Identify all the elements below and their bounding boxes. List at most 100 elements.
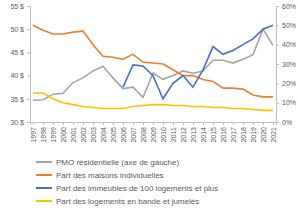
tick-label: 30% (282, 61, 296, 68)
tick-mark (276, 83, 279, 84)
tick-mark (27, 52, 30, 53)
tick-label: 35 $ (10, 96, 24, 103)
tick-mark (223, 122, 224, 125)
tick-mark (27, 76, 30, 77)
tick: 2008 (140, 122, 147, 143)
tick: 10% (276, 99, 296, 106)
legend-swatch (36, 200, 52, 202)
axis-line (27, 7, 31, 123)
series-line (33, 93, 273, 110)
chart: 30 $35 $40 $45 $50 $55 $0%10%20%30%40%50… (0, 0, 300, 218)
tick: 2003 (90, 122, 97, 143)
tick: 20% (276, 80, 296, 87)
legend-item: Part des maisons individuelles (36, 171, 164, 180)
tick-label: 2021 (270, 127, 277, 143)
tick-mark (153, 122, 154, 125)
tick: 2013 (190, 122, 197, 143)
legend-label: Part des immeubles de 100 logements et p… (56, 184, 218, 193)
tick: 55 $ (10, 3, 30, 10)
tick-label: 2008 (140, 127, 147, 143)
tick-label: 2015 (210, 127, 217, 143)
tick-mark (123, 122, 124, 125)
tick-mark (243, 122, 244, 125)
tick: 2018 (240, 122, 247, 143)
legend-swatch (36, 174, 52, 176)
tick-label: 2001 (70, 127, 77, 143)
tick: 2010 (160, 122, 167, 143)
tick-mark (27, 6, 30, 7)
tick: 2012 (180, 122, 187, 143)
tick-label: 45 $ (10, 49, 24, 56)
tick-mark (93, 122, 94, 125)
tick-label: 2014 (200, 127, 207, 143)
tick-label: 10% (282, 99, 296, 106)
tick-label: 20% (282, 80, 296, 87)
tick-label: 60% (282, 3, 296, 10)
tick-label: 30 $ (10, 119, 24, 126)
tick: 2006 (120, 122, 127, 143)
tick: 2001 (70, 122, 77, 143)
tick-label: 40 $ (10, 72, 24, 79)
tick: 2011 (170, 122, 177, 142)
tick: 2004 (100, 122, 107, 143)
lines (33, 25, 273, 110)
x-axis: 1997199819992000200120022003200420052006… (30, 122, 277, 143)
tick: 35 $ (10, 96, 30, 103)
tick: 40% (276, 41, 296, 48)
tick: 2019 (250, 122, 257, 143)
tick: 1999 (50, 122, 57, 143)
tick: 2002 (80, 122, 87, 143)
tick: 2009 (150, 122, 157, 143)
tick-mark (27, 99, 30, 100)
tick-mark (193, 122, 194, 125)
tick-mark (43, 122, 44, 125)
tick-label: 50 $ (10, 26, 24, 33)
legend: PMO résidentielle (axe de gauche) Part de… (36, 158, 218, 206)
tick-label: 2004 (100, 127, 107, 143)
legend-swatch (36, 187, 52, 189)
tick-label: 2010 (160, 127, 167, 143)
tick-mark (83, 122, 84, 125)
tick: 1998 (40, 122, 47, 143)
axis-line (31, 123, 277, 126)
legend-item: PMO résidentielle (axe de gauche) (36, 158, 180, 167)
tick-mark (273, 122, 274, 125)
tick-mark (33, 122, 34, 125)
tick-label: 2002 (80, 127, 87, 143)
tick: 2016 (220, 122, 227, 143)
tick-label: 2003 (90, 127, 97, 143)
tick-mark (103, 122, 104, 125)
tick-mark (276, 64, 279, 65)
tick-label: 2020 (260, 127, 267, 143)
legend-item: Part des immeubles de 100 logements et p… (36, 184, 218, 193)
tick-mark (183, 122, 184, 125)
tick-mark (276, 25, 279, 26)
legend-swatch (36, 161, 52, 163)
tick-mark (163, 122, 164, 125)
tick-mark (53, 122, 54, 125)
tick-label: 2005 (110, 127, 117, 143)
y-axis: 30 $ 35 $ 40 $ 45 $ 50 $ 55 $ (10, 3, 30, 126)
tick-mark (213, 122, 214, 125)
tick-mark (27, 29, 30, 30)
tick-label: 2007 (130, 127, 137, 143)
tick: 2017 (230, 122, 237, 143)
tick-mark (276, 45, 279, 46)
tick-mark (27, 122, 30, 123)
tick-label: 50% (282, 22, 296, 29)
tick-mark (113, 122, 114, 125)
tick-label: 2013 (190, 127, 197, 143)
legend-label: Part des maisons individuelles (56, 171, 164, 180)
tick: 45 $ (10, 49, 30, 56)
legend-label: PMO résidentielle (axe de gauche) (56, 158, 180, 167)
tick-mark (233, 122, 234, 125)
tick: 50 $ (10, 26, 30, 33)
tick-label: 2000 (60, 127, 67, 143)
tick: 50% (276, 22, 296, 29)
tick: 2005 (110, 122, 117, 143)
tick-mark (63, 122, 64, 125)
tick-label: 2017 (230, 127, 237, 143)
tick-label: 2009 (150, 127, 157, 143)
tick: 1997 (30, 122, 37, 143)
tick-label: 2018 (240, 127, 247, 143)
